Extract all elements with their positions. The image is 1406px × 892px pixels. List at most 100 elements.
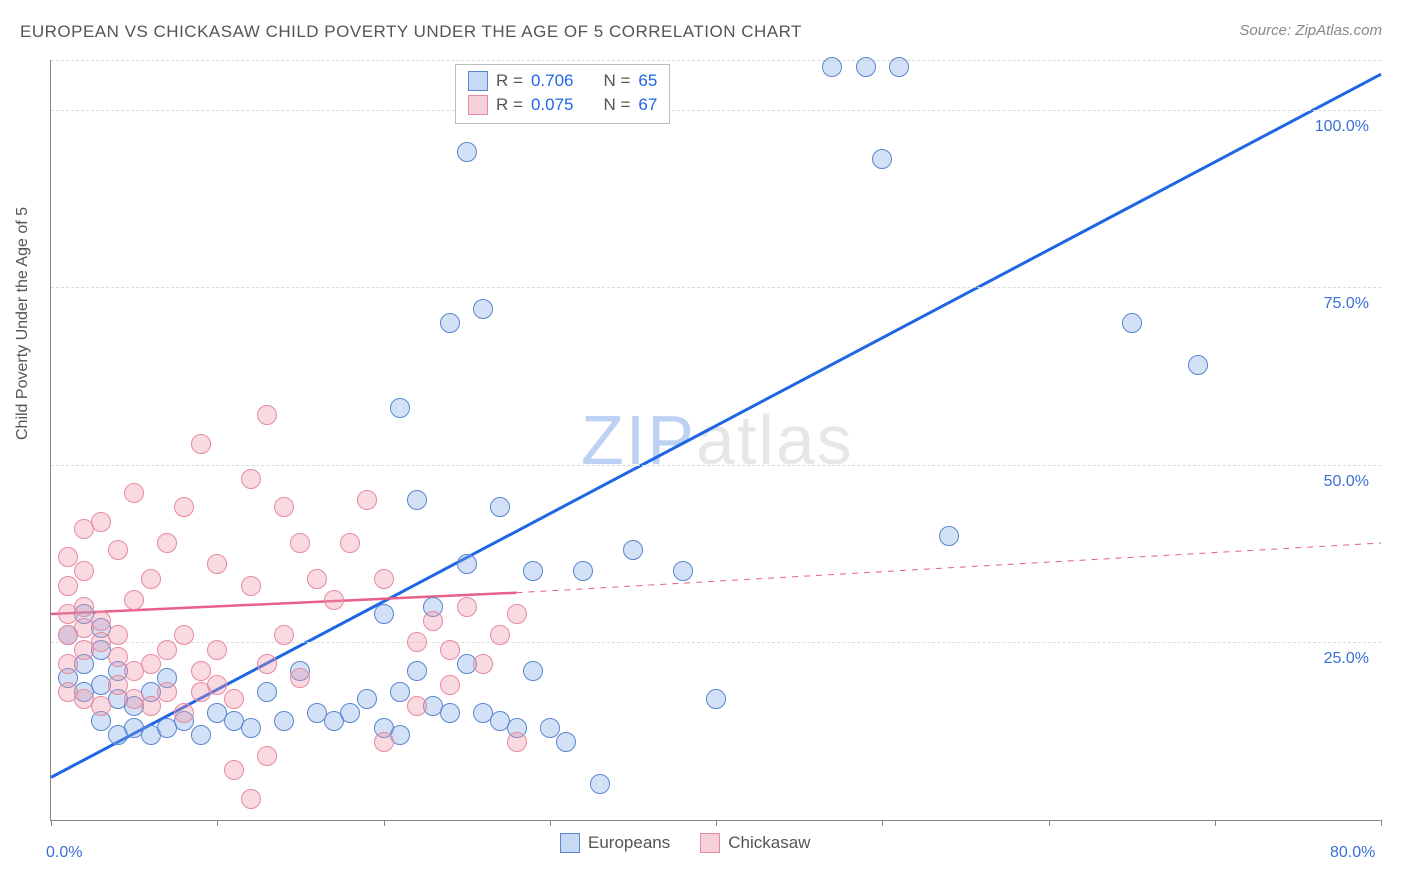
scatter-point [490, 497, 510, 517]
x-tick-label: 80.0% [1330, 844, 1375, 862]
scatter-point [141, 654, 161, 674]
x-tick [51, 820, 52, 826]
scatter-point [490, 625, 510, 645]
scatter-point [241, 718, 261, 738]
x-tick [1381, 820, 1382, 826]
legend-item: Chickasaw [700, 833, 810, 853]
scatter-point [872, 149, 892, 169]
scatter-point [74, 597, 94, 617]
scatter-point [58, 576, 78, 596]
source-attribution: Source: ZipAtlas.com [1239, 22, 1382, 39]
scatter-point [523, 561, 543, 581]
scatter-point [191, 661, 211, 681]
scatter-point [939, 526, 959, 546]
scatter-point [224, 760, 244, 780]
scatter-point [108, 625, 128, 645]
scatter-point [889, 57, 909, 77]
scatter-point [407, 696, 427, 716]
x-tick [550, 820, 551, 826]
scatter-point [856, 57, 876, 77]
scatter-point [440, 675, 460, 695]
scatter-point [573, 561, 593, 581]
scatter-point [108, 647, 128, 667]
legend-n-label: N = [603, 95, 630, 115]
scatter-point [340, 703, 360, 723]
source-name: ZipAtlas.com [1295, 22, 1382, 39]
scatter-point [374, 569, 394, 589]
plot-area: ZIPatlas 25.0%50.0%75.0%100.0% [50, 60, 1381, 821]
scatter-point [124, 483, 144, 503]
scatter-point [74, 519, 94, 539]
scatter-point [74, 561, 94, 581]
scatter-point [440, 703, 460, 723]
scatter-point [257, 405, 277, 425]
y-tick-label: 100.0% [1315, 118, 1369, 136]
legend-row: R = 0.075N = 67 [468, 93, 657, 117]
legend-r-label: R = [496, 95, 523, 115]
gridline-h [51, 465, 1381, 466]
scatter-point [423, 611, 443, 631]
scatter-point [340, 533, 360, 553]
scatter-point [257, 682, 277, 702]
scatter-point [157, 533, 177, 553]
gridline-h [51, 60, 1381, 61]
scatter-point [473, 654, 493, 674]
legend-n-value: 65 [638, 71, 657, 91]
legend-swatch [468, 95, 488, 115]
scatter-point [822, 57, 842, 77]
x-tick [1049, 820, 1050, 826]
legend-swatch [560, 833, 580, 853]
legend-item-label: Chickasaw [728, 833, 810, 853]
scatter-point [507, 604, 527, 624]
y-tick-label: 25.0% [1324, 650, 1369, 668]
scatter-point [357, 689, 377, 709]
scatter-point [157, 640, 177, 660]
legend-row: R = 0.706N = 65 [468, 69, 657, 93]
scatter-point [307, 569, 327, 589]
scatter-point [457, 597, 477, 617]
y-tick-label: 50.0% [1324, 473, 1369, 491]
scatter-point [374, 732, 394, 752]
scatter-point [207, 554, 227, 574]
scatter-point [274, 625, 294, 645]
legend-n-label: N = [603, 71, 630, 91]
scatter-point [507, 732, 527, 752]
scatter-point [357, 490, 377, 510]
trend-line [517, 543, 1382, 593]
scatter-point [556, 732, 576, 752]
scatter-point [207, 640, 227, 660]
scatter-point [407, 661, 427, 681]
x-tick [217, 820, 218, 826]
scatter-point [324, 590, 344, 610]
x-tick [384, 820, 385, 826]
scatter-point [191, 434, 211, 454]
y-tick-label: 75.0% [1324, 295, 1369, 313]
gridline-h [51, 110, 1381, 111]
scatter-point [241, 789, 261, 809]
scatter-point [174, 497, 194, 517]
scatter-point [407, 632, 427, 652]
scatter-point [58, 654, 78, 674]
x-tick [716, 820, 717, 826]
scatter-point [1122, 313, 1142, 333]
legend-r-value: 0.706 [531, 71, 574, 91]
legend-item-label: Europeans [588, 833, 670, 853]
scatter-point [407, 490, 427, 510]
scatter-point [274, 497, 294, 517]
x-tick-label: 0.0% [46, 844, 82, 862]
scatter-point [290, 533, 310, 553]
scatter-point [207, 675, 227, 695]
scatter-point [108, 675, 128, 695]
scatter-point [274, 711, 294, 731]
scatter-point [390, 682, 410, 702]
scatter-point [141, 569, 161, 589]
scatter-point [124, 590, 144, 610]
trend-line [51, 74, 1381, 777]
legend-swatch [700, 833, 720, 853]
gridline-h [51, 287, 1381, 288]
scatter-point [457, 142, 477, 162]
scatter-point [241, 576, 261, 596]
legend-n-value: 67 [638, 95, 657, 115]
scatter-point [673, 561, 693, 581]
legend-correlation: R = 0.706 N = 65R = 0.075N = 67 [455, 64, 670, 124]
